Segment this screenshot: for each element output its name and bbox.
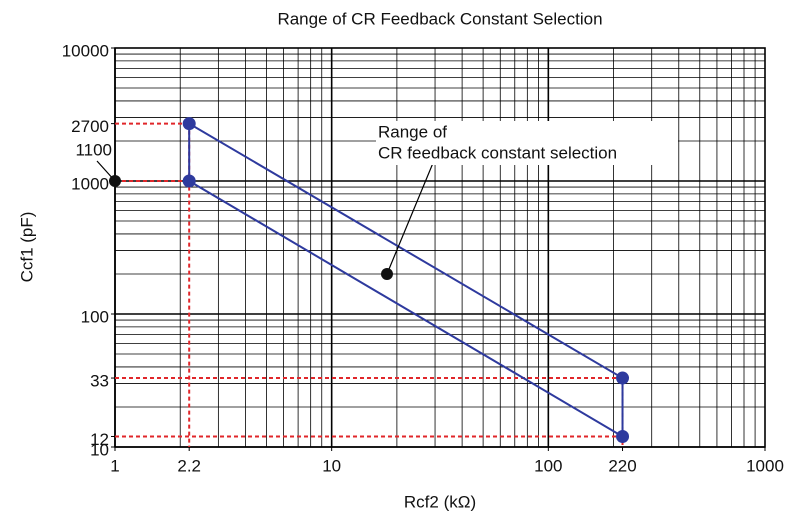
annotation-bg <box>64 140 112 160</box>
y-tick-label: 2700 <box>71 117 109 136</box>
annotation-text: 1100 <box>75 140 112 159</box>
range-point <box>182 174 196 188</box>
x-tick-label: 100 <box>534 456 562 475</box>
range-point <box>616 371 630 385</box>
x-tick-label: 220 <box>608 456 636 475</box>
y-tick-label: 33 <box>90 372 109 391</box>
x-tick-label: 1 <box>110 456 119 475</box>
y-tick-label: 10 <box>90 440 109 459</box>
range-point <box>616 429 630 443</box>
x-tick-label: 10 <box>322 456 341 475</box>
annotation-point <box>109 175 121 187</box>
annotation-text: CR feedback constant selection <box>378 143 617 162</box>
annotation-bg <box>376 121 678 165</box>
y-tick-label: 10000 <box>62 41 109 60</box>
plot-frame <box>114 47 766 448</box>
y-tick-label: 12 <box>90 430 109 449</box>
leader-line <box>386 162 434 275</box>
x-tick-label: 1000 <box>746 456 784 475</box>
y-tick-label: 1000 <box>71 174 109 193</box>
range-polygon <box>188 121 624 439</box>
range-point <box>182 117 196 131</box>
y-tick-label: 100 <box>81 307 109 326</box>
y-axis-label: Ccf1 (pF) <box>17 212 36 283</box>
chart-title: Range of CR Feedback Constant Selection <box>277 9 602 28</box>
x-axis-label: Rcf2 (kΩ) <box>404 492 476 511</box>
x-tick-label: 2.2 <box>177 456 201 475</box>
annotation-text: Range of <box>378 122 447 141</box>
annotation-point <box>380 267 393 280</box>
